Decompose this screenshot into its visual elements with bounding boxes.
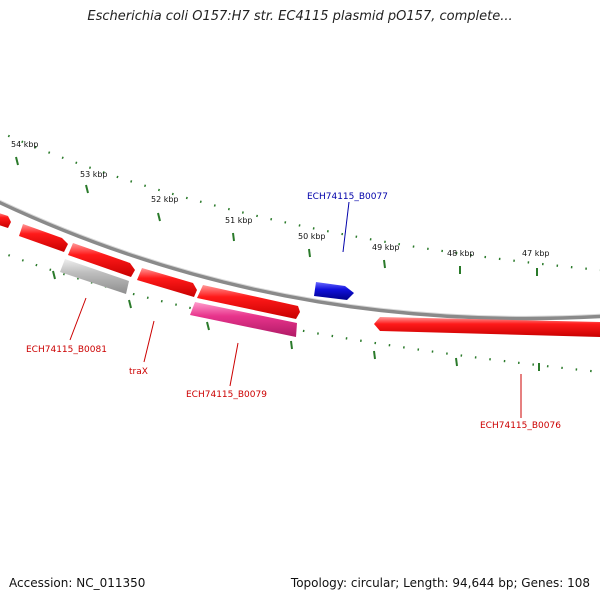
kbp-label: 53 kbp — [80, 170, 108, 179]
gene-arrow[interactable] — [314, 282, 354, 300]
kbp-label: 49 kbp — [372, 243, 400, 252]
gene-arrow[interactable] — [190, 302, 297, 337]
map-title: Escherichia coli O157:H7 str. EC4115 pla… — [87, 9, 513, 24]
gene-label[interactable]: traX — [129, 367, 148, 377]
kbp-label: 51 kbp — [225, 216, 253, 225]
gene-arrow[interactable] — [137, 268, 197, 297]
kbp-label: 48 kbp — [447, 249, 475, 258]
topology-summary: Topology: circular; Length: 94,644 bp; G… — [290, 576, 590, 590]
label-leader-line — [342, 201, 350, 253]
gene-label[interactable]: ECH74115_B0077 — [307, 192, 388, 202]
kbp-label: 47 kbp — [522, 249, 550, 258]
gene-arrow[interactable] — [60, 259, 129, 294]
accession-text: Accession: NC_011350 — [9, 576, 146, 590]
inner-tick-ring — [0, 250, 600, 374]
gene-label[interactable]: ECH74115_B0076 — [480, 421, 561, 431]
gene-arrow[interactable] — [68, 243, 135, 277]
gene-arrow[interactable] — [19, 224, 68, 252]
label-leader-line — [69, 297, 87, 341]
gene-arrow[interactable] — [0, 212, 11, 228]
label-leader-line — [229, 342, 239, 387]
plasmid-backbone — [0, 200, 600, 321]
outer-tick-ring — [0, 130, 600, 276]
gene-arrow[interactable] — [197, 285, 300, 319]
gene-label[interactable]: ECH74115_B0081 — [26, 345, 107, 355]
kbp-label: 52 kbp — [151, 195, 179, 204]
gene-arrow[interactable] — [374, 317, 600, 337]
gene-label[interactable]: ECH74115_B0079 — [186, 390, 267, 400]
kbp-label: 50 kbp — [298, 232, 326, 241]
kbp-label: 54 kbp — [11, 140, 39, 149]
label-leader-line — [143, 320, 155, 363]
